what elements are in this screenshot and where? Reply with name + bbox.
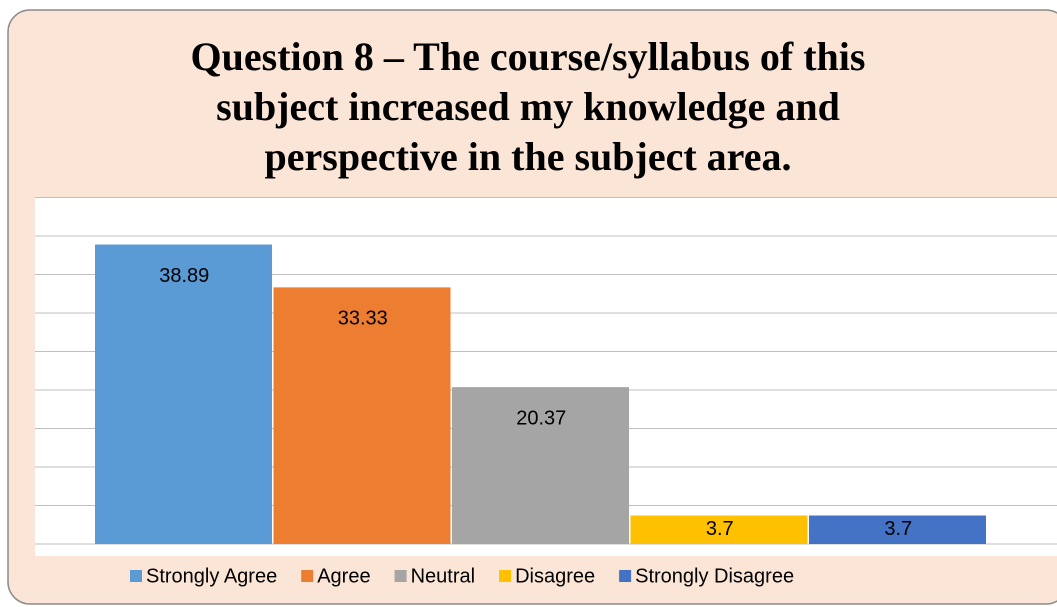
- legend-swatch: [499, 570, 512, 582]
- legend-swatch: [130, 570, 142, 582]
- legend-label: Agree: [317, 565, 370, 587]
- bar: [630, 515, 808, 544]
- value-label: 20.37: [516, 407, 566, 429]
- bar: [95, 244, 272, 544]
- legend-label: Neutral: [411, 565, 475, 587]
- bar: [452, 387, 629, 544]
- bar: [273, 287, 451, 544]
- legend-swatch: [301, 570, 314, 582]
- value-label: 3.7: [706, 518, 734, 540]
- value-label: 33.33: [338, 308, 388, 330]
- legend-swatch: [394, 570, 407, 582]
- legend-label: Strongly Agree: [146, 565, 277, 587]
- chart-title: Question 8 – The course/syllabus of this…: [190, 34, 866, 179]
- legend-label: Strongly Disagree: [635, 565, 794, 587]
- bar: [809, 515, 986, 544]
- value-label: 38.89: [159, 265, 209, 287]
- value-label: 3.7: [884, 518, 912, 540]
- legend-swatch: [619, 570, 632, 582]
- legend-label: Disagree: [515, 565, 595, 587]
